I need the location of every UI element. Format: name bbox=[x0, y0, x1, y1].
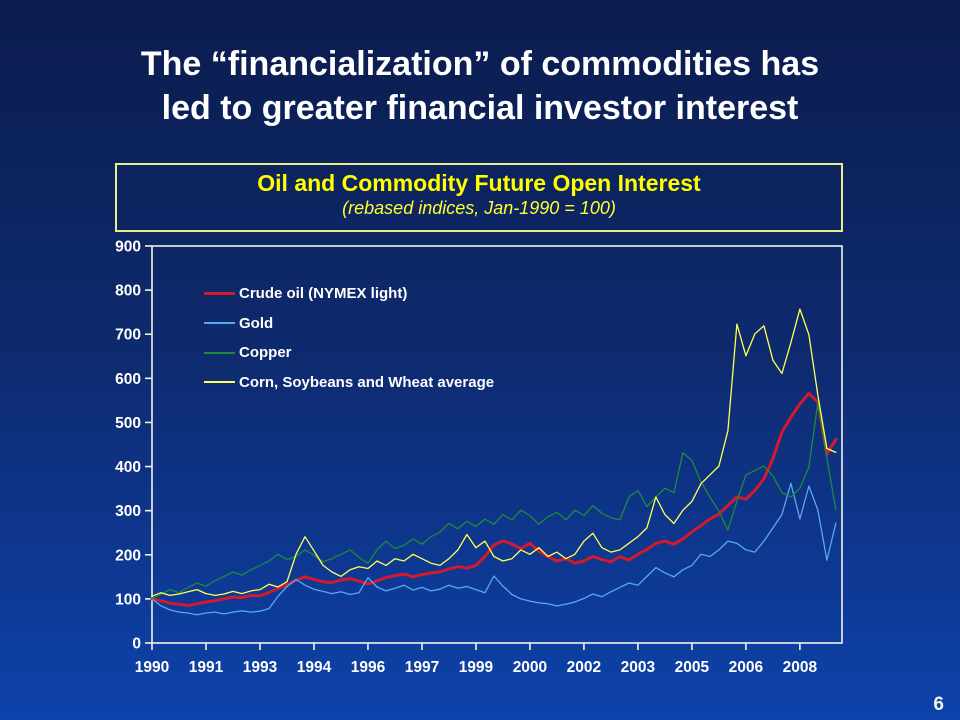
legend-swatch-crude-oil-nymex-light bbox=[204, 292, 235, 296]
series-line-crude-oil-nymex-light bbox=[150, 391, 838, 607]
y-tick-label: 400 bbox=[115, 459, 141, 476]
legend-item-gold: Gold bbox=[204, 309, 494, 339]
legend-label-corn-soybeans-and-wheat-average: Corn, Soybeans and Wheat average bbox=[239, 373, 495, 391]
y-tick-label: 800 bbox=[115, 283, 141, 300]
y-tick-label: 500 bbox=[115, 415, 141, 432]
page-number: 6 bbox=[933, 694, 944, 715]
x-tick-label: 1999 bbox=[459, 659, 494, 676]
legend-swatch-copper bbox=[204, 351, 235, 354]
series-line-copper bbox=[151, 401, 837, 600]
series-line-gold bbox=[151, 482, 837, 616]
x-tick-label: 1990 bbox=[135, 659, 169, 676]
x-tick-label: 2000 bbox=[513, 659, 547, 676]
legend-swatch-corn-soybeans-and-wheat-average bbox=[204, 381, 235, 384]
x-tick-label: 1991 bbox=[189, 659, 224, 676]
slide-title-line2: led to greater financial investor intere… bbox=[161, 89, 799, 127]
slide-title-line1: The “financialization” of commodities ha… bbox=[140, 45, 820, 83]
legend-label-crude-oil-nymex-light: Crude oil (NYMEX light) bbox=[239, 285, 408, 303]
x-tick-label: 1996 bbox=[351, 659, 386, 676]
x-tick-label: 2003 bbox=[621, 659, 656, 676]
legend-swatch-gold bbox=[204, 322, 235, 325]
x-tick-label: 1993 bbox=[243, 659, 278, 676]
y-tick-label: 600 bbox=[115, 371, 141, 388]
series-line-corn-soybeans-and-wheat-average bbox=[151, 308, 837, 597]
y-tick-label: 0 bbox=[132, 636, 141, 653]
legend-item-copper: Copper bbox=[204, 338, 494, 368]
y-tick-label: 300 bbox=[115, 503, 141, 520]
x-tick-label: 1994 bbox=[297, 659, 332, 676]
x-tick-label: 2002 bbox=[567, 659, 601, 676]
y-tick-label: 900 bbox=[115, 239, 141, 256]
legend-item-corn-soybeans-and-wheat-average: Corn, Soybeans and Wheat average bbox=[204, 368, 494, 398]
chart-title: Oil and Commodity Future Open Interest bbox=[257, 170, 701, 196]
y-tick-label: 100 bbox=[115, 591, 141, 608]
x-tick-label: 2005 bbox=[675, 659, 710, 676]
legend-item-crude-oil-nymex-light: Crude oil (NYMEX light) bbox=[204, 279, 494, 309]
chart-title-box: Oil and Commodity Future Open Interest (… bbox=[115, 163, 843, 232]
chart-subtitle: (rebased indices, Jan-1990 = 100) bbox=[342, 198, 616, 218]
x-tick-label: 1997 bbox=[405, 659, 439, 676]
chart-legend: Crude oil (NYMEX light) Gold Copper Corn, S… bbox=[204, 279, 494, 397]
legend-label-copper: Copper bbox=[239, 344, 292, 362]
x-tick-label: 2006 bbox=[729, 659, 764, 676]
legend-label-gold: Gold bbox=[239, 314, 274, 332]
y-tick-label: 200 bbox=[115, 547, 141, 564]
x-tick-label: 2008 bbox=[783, 659, 818, 676]
y-tick-label: 700 bbox=[115, 327, 141, 344]
plot-frame bbox=[151, 245, 843, 644]
slide-title: The “financialization” of commodities ha… bbox=[0, 42, 960, 130]
